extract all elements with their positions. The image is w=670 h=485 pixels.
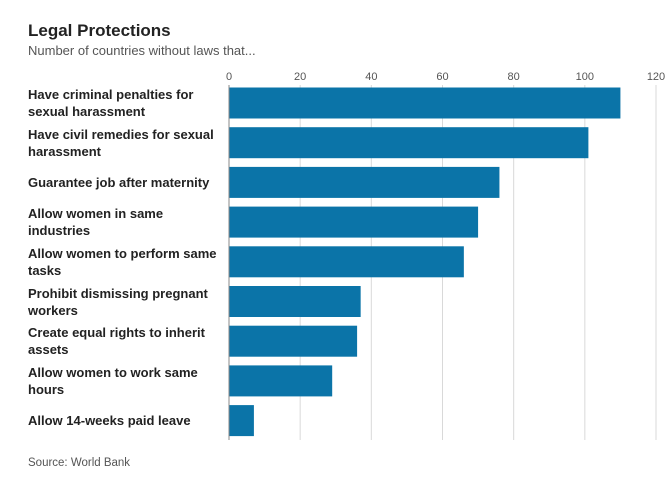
chart-source: Source: World Bank (28, 457, 131, 469)
bar (229, 206, 479, 238)
category-label: Guarantee job after maternity (28, 174, 210, 190)
bar (229, 405, 254, 437)
category-label: Allow 14-weeks paid leave (28, 413, 191, 429)
category-label: Have criminal penalties for sexual haras… (28, 87, 194, 119)
x-tick-label: 120 (647, 71, 665, 83)
chart-title: Legal Protections (28, 21, 171, 40)
x-tick-label: 80 (508, 71, 520, 83)
bar (229, 166, 500, 198)
bar (229, 325, 358, 357)
bar (229, 246, 464, 278)
category-label: Create equal rights to inherit assets (28, 325, 205, 358)
x-tick-label: 60 (436, 71, 448, 83)
category-label: Allow women in same industries (28, 206, 164, 239)
x-tick-label: 100 (576, 71, 594, 83)
x-tick-label: 0 (226, 71, 232, 83)
bar (229, 365, 333, 397)
bar (229, 286, 361, 317)
x-tick-label: 40 (365, 71, 377, 83)
x-tick-label: 20 (294, 71, 306, 83)
bar (229, 127, 589, 159)
chart-subtitle: Number of countries without laws that... (28, 43, 256, 58)
category-label: Have civil remedies for sexual harassmen… (28, 126, 214, 159)
category-label: Allow women to work same hours (28, 364, 198, 397)
category-label: Allow women to perform same tasks (28, 245, 217, 278)
bar (229, 87, 621, 119)
category-label: Prohibit dismissing pregnant workers (28, 285, 208, 318)
